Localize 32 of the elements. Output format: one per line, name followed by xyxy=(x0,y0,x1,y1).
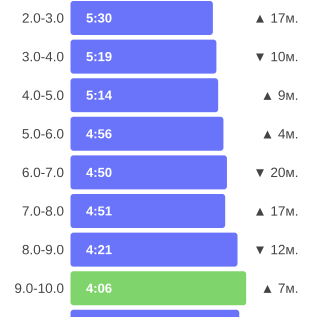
y-tick-label: 5.0-6.0 xyxy=(22,129,64,139)
text: ▲ 9м. xyxy=(264,90,298,100)
text: ▼ 10м. xyxy=(256,52,298,62)
annotation: 4:50 xyxy=(86,168,112,177)
text: ▼ 12м. xyxy=(256,244,298,254)
annotation: 5:30 xyxy=(86,13,112,23)
bar xyxy=(70,271,246,306)
annotation: 4:21 xyxy=(86,245,112,254)
y-tick-label: 2.0-3.0 xyxy=(22,13,64,23)
bar xyxy=(70,194,226,228)
text: ▼ 20м. xyxy=(256,168,298,178)
bar xyxy=(70,78,218,112)
annotation: 4:56 xyxy=(86,129,112,138)
annotation: 4:06 xyxy=(86,284,112,293)
y-tick-label: 9.0-10.0 xyxy=(15,283,64,293)
bar xyxy=(70,1,213,35)
y-tick-label: 7.0-8.0 xyxy=(22,206,64,216)
y-tick-label: 4.0-5.0 xyxy=(22,90,64,100)
annotation: 4:51 xyxy=(86,206,112,216)
text: ▲ 17м. xyxy=(256,13,298,23)
bar xyxy=(70,232,238,267)
text: ▲ 4м. xyxy=(264,129,298,138)
text: ▲ 7м. xyxy=(264,284,298,293)
y-tick-label: 3.0-4.0 xyxy=(22,52,64,62)
y-tick-label: 8.0-9.0 xyxy=(22,244,64,254)
y-tick-label: 6.0-7.0 xyxy=(22,168,64,178)
annotation: 5:19 xyxy=(86,52,112,62)
bar xyxy=(70,155,227,190)
bar xyxy=(70,116,224,151)
text: ▲ 17м. xyxy=(256,206,298,216)
annotation: 5:14 xyxy=(86,90,112,100)
bar xyxy=(70,40,216,74)
